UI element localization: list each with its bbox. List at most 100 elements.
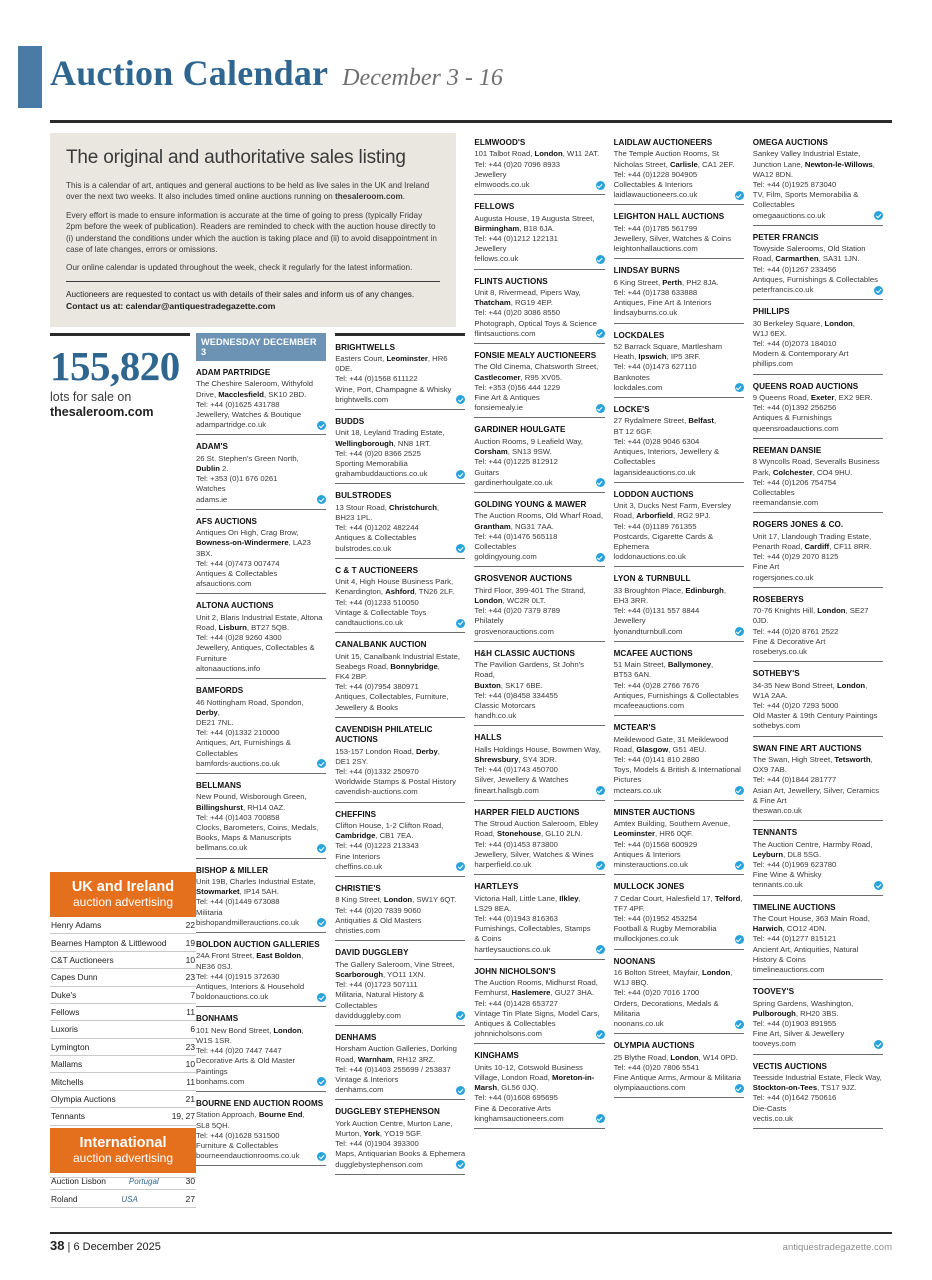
- auction-website[interactable]: lockdales.com: [613, 382, 663, 392]
- auction-entry[interactable]: PETER FRANCIS Towyside Salerooms, Old Sta…: [752, 233, 883, 301]
- auction-website[interactable]: cheffins.co.uk: [335, 861, 383, 871]
- auction-website[interactable]: denhams.com: [335, 1085, 384, 1095]
- auction-website[interactable]: adams.ie: [196, 494, 228, 504]
- auction-entry[interactable]: BONHAMS 101 New Bond Street, London, W1S 1…: [196, 1014, 327, 1093]
- auction-website[interactable]: tennants.co.uk: [752, 880, 803, 890]
- advertiser-row[interactable]: Bearnes Hampton & Littlewood 19: [50, 934, 196, 952]
- auction-website[interactable]: dugglebystephenson.com: [335, 1159, 423, 1169]
- auction-website[interactable]: lagansideauctions.co.uk: [613, 467, 696, 477]
- auction-entry[interactable]: C & T AUCTIONEERS Unit 4, High House Busi…: [335, 566, 466, 634]
- auction-website[interactable]: queensroadauctions.com: [752, 423, 839, 433]
- auction-entry[interactable]: ALTONA AUCTIONS Unit 2, Blaris Industrial…: [196, 601, 327, 680]
- advertiser-row[interactable]: Fellows 11: [50, 1004, 196, 1022]
- auction-website[interactable]: grahambuddauctions.co.uk: [335, 469, 428, 479]
- auction-entry[interactable]: LOCKE'S 27 Rydalmere Street, Belfast, BT 1…: [613, 405, 744, 483]
- auction-entry[interactable]: MCTEAR'S Meiklewood Gate, 31 Meiklewood Ro…: [613, 723, 744, 801]
- auction-website[interactable]: loddonauctions.co.uk: [613, 552, 686, 562]
- auction-website[interactable]: christies.com: [335, 926, 381, 936]
- auction-entry[interactable]: BISHOP & MILLER Unit 19B, Charles Industr…: [196, 866, 327, 933]
- auction-website[interactable]: omegaauctions.co.uk: [752, 210, 826, 220]
- auction-entry[interactable]: ELMWOOD'S 101 Talbot Road, London, W11 2A…: [474, 138, 605, 196]
- auction-website[interactable]: davidduggleby.com: [335, 1010, 401, 1020]
- advertiser-row[interactable]: Olympia Auctions 21: [50, 1091, 196, 1109]
- advertiser-row[interactable]: Luxoris 6: [50, 1021, 196, 1039]
- auction-entry[interactable]: BOURNE END AUCTION ROOMS Station Approach…: [196, 1099, 327, 1167]
- auction-entry[interactable]: HARPER FIELD AUCTIONS The Stroud Auction …: [474, 808, 605, 876]
- auction-entry[interactable]: DENHAMS Horsham Auction Galleries, Dorkin…: [335, 1033, 466, 1101]
- auction-entry[interactable]: CHEFFINS Clifton House, 1-2 Clifton Road,…: [335, 810, 466, 878]
- auction-website[interactable]: minsterauctions.co.uk: [613, 860, 688, 870]
- auction-website[interactable]: fonsiemealy.ie: [474, 403, 523, 413]
- auction-website[interactable]: johnnicholsons.com: [474, 1029, 542, 1039]
- auction-website[interactable]: bulstrodes.co.uk: [335, 543, 392, 553]
- auction-entry[interactable]: TOOVEY'S Spring Gardens, Washington, Pulbo…: [752, 987, 883, 1055]
- auction-website[interactable]: afsauctions.com: [196, 579, 252, 589]
- advertiser-row[interactable]: Duke's 7: [50, 987, 196, 1004]
- auction-website[interactable]: gardinerhoulgate.co.uk: [474, 477, 553, 487]
- auction-website[interactable]: tooveys.com: [752, 1039, 796, 1049]
- auction-entry[interactable]: ADAM'S 26 St. Stephen's Green North, Dubli…: [196, 442, 327, 510]
- auction-entry[interactable]: OLYMPIA AUCTIONS 25 Blythe Road, London, …: [613, 1041, 744, 1099]
- auction-entry[interactable]: AFS AUCTIONS Antiques On High, Crag Brow,…: [196, 517, 327, 595]
- auction-entry[interactable]: CAVENDISH PHILATELIC AUCTIONS 153-157 Lon…: [335, 725, 466, 803]
- auction-entry[interactable]: MCAFEE AUCTIONS 51 Main Street, Ballymone…: [613, 649, 744, 717]
- auction-entry[interactable]: DUGGLEBY STEPHENSON York Auction Centre, …: [335, 1107, 466, 1175]
- advertiser-row[interactable]: Auction Lisbon Portugal 30: [50, 1173, 196, 1191]
- auction-website[interactable]: mcafeeauctions.com: [613, 700, 685, 710]
- advertiser-row[interactable]: Mitchells 11: [50, 1073, 196, 1091]
- auction-website[interactable]: bonhams.com: [196, 1076, 245, 1086]
- auction-entry[interactable]: NOONANS 16 Bolton Street, Mayfair, London…: [613, 957, 744, 1035]
- auction-website[interactable]: fellows.co.uk: [474, 254, 519, 264]
- auction-website[interactable]: goldingyoung.com: [474, 552, 537, 562]
- auction-entry[interactable]: ROSEBERYS 70-76 Knights Hill, London, SE2…: [752, 595, 883, 663]
- auction-entry[interactable]: FELLOWS Augusta House, 19 Augusta Street,…: [474, 202, 605, 270]
- auction-entry[interactable]: LYON & TURNBULL 33 Broughton Place, Edinb…: [613, 574, 744, 642]
- auction-website[interactable]: flintsauctions.com: [474, 328, 536, 338]
- auction-entry[interactable]: QUEENS ROAD AUCTIONS 9 Queens Road, Exete…: [752, 382, 883, 439]
- auction-entry[interactable]: H&H CLASSIC AUCTIONS The Pavilion Gardens…: [474, 649, 605, 727]
- auction-entry[interactable]: LAIDLAW AUCTIONEERS The Temple Auction Ro…: [613, 138, 744, 206]
- auction-website[interactable]: elmwoods.co.uk: [474, 180, 530, 190]
- auction-entry[interactable]: DAVID DUGGLEBY The Gallery Saleroom, Vine…: [335, 948, 466, 1026]
- auction-website[interactable]: phillips.com: [752, 359, 793, 369]
- auction-entry[interactable]: HARTLEYS Victoria Hall, Little Lane, Ilkl…: [474, 882, 605, 960]
- auction-website[interactable]: laidlawauctioneers.co.uk: [613, 190, 698, 200]
- auction-entry[interactable]: CHRISTIE'S 8 King Street, London, SW1Y 6Q…: [335, 884, 466, 942]
- auction-website[interactable]: hartleysauctions.co.uk: [474, 944, 551, 954]
- auction-entry[interactable]: MINSTER AUCTIONS Amtex Building, Southern…: [613, 808, 744, 876]
- auction-entry[interactable]: GROSVENOR AUCTIONS Third Floor, 399-401 T…: [474, 574, 605, 642]
- auction-website[interactable]: kinghamsauctioneers.com: [474, 1113, 564, 1123]
- auction-entry[interactable]: PHILLIPS 30 Berkeley Square, London, W1J 6…: [752, 307, 883, 375]
- advertiser-row[interactable]: Capes Dunn 23: [50, 969, 196, 987]
- auction-entry[interactable]: FLINTS AUCTIONS Unit 8, Rivermead, Pipers…: [474, 277, 605, 345]
- auction-website[interactable]: handh.co.uk: [474, 711, 517, 721]
- auction-entry[interactable]: SOTHEBY'S 34-35 New Bond Street, London, W…: [752, 669, 883, 737]
- auction-entry[interactable]: SWAN FINE ART AUCTIONS The Swan, High Str…: [752, 744, 883, 822]
- auction-website[interactable]: altonaauctions.info: [196, 663, 261, 673]
- auction-website[interactable]: mctears.co.uk: [613, 785, 662, 795]
- auction-website[interactable]: fineart.hallsgb.com: [474, 785, 539, 795]
- auction-entry[interactable]: BAMFORDS 46 Nottingham Road, Spondon, Der…: [196, 686, 327, 774]
- advertiser-row[interactable]: Henry Adams 22: [50, 917, 196, 935]
- auction-entry[interactable]: LODDON AUCTIONS Unit 3, Ducks Nest Farm, …: [613, 490, 744, 568]
- auction-website[interactable]: noonans.co.uk: [613, 1019, 664, 1029]
- auction-entry[interactable]: KINGHAMS Units 10-12, Cotswold Business Vi…: [474, 1051, 605, 1130]
- auction-entry[interactable]: REEMAN DANSIE 8 Wyncolls Road, Severalls …: [752, 446, 883, 514]
- auction-website[interactable]: mullockjones.co.uk: [613, 934, 679, 944]
- auction-entry[interactable]: BULSTRODES 13 Stour Road, Christchurch, BH…: [335, 491, 466, 559]
- auction-website[interactable]: reemandansie.com: [752, 498, 819, 508]
- auction-website[interactable]: olympiaauctions.com: [613, 1083, 686, 1093]
- auction-website[interactable]: vectis.co.uk: [752, 1113, 793, 1123]
- auction-website[interactable]: leightonhallauctions.com: [613, 244, 698, 254]
- auction-website[interactable]: brightwells.com: [335, 394, 389, 404]
- contact-email-line[interactable]: Contact us at: calendar@antiquestradegaz…: [66, 300, 276, 311]
- auction-entry[interactable]: GOLDING YOUNG & MAWER The Auction Rooms, …: [474, 500, 605, 568]
- auction-entry[interactable]: BRIGHTWELLS Easters Court, Leominster, HR…: [335, 343, 466, 410]
- advertiser-row[interactable]: Tennants 19, 27: [50, 1108, 196, 1126]
- auction-website[interactable]: harperfield.co.uk: [474, 860, 532, 870]
- advertiser-row[interactable]: Roland USA 27: [50, 1190, 196, 1208]
- auction-entry[interactable]: ROGERS JONES & CO. Unit 17, Llandough Tra…: [752, 520, 883, 588]
- auction-website[interactable]: bamfords-auctions.co.uk: [196, 758, 280, 768]
- advertiser-row[interactable]: Mallams 10: [50, 1056, 196, 1074]
- auction-entry[interactable]: MULLOCK JONES 7 Cedar Court, Halesfield 1…: [613, 882, 744, 950]
